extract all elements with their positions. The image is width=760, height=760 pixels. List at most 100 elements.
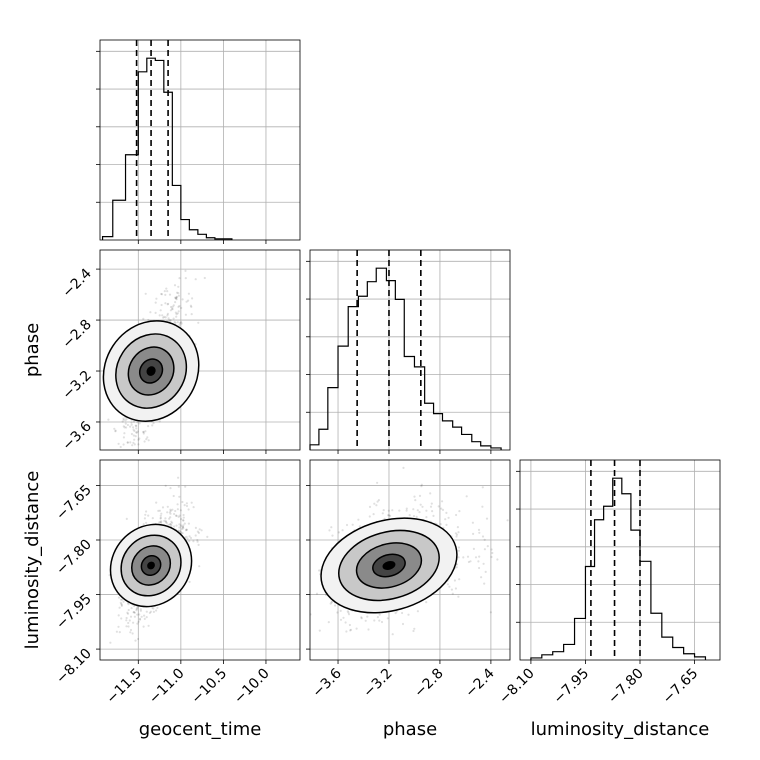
scatter-point xyxy=(139,608,142,611)
scatter-point xyxy=(135,609,138,612)
scatter-point xyxy=(184,313,187,316)
panel-frame xyxy=(99,249,301,451)
scatter-point xyxy=(160,303,163,307)
scatter-point xyxy=(143,617,146,621)
x-axis-label-geocent_time: geocent_time xyxy=(139,719,262,740)
scatter-point xyxy=(169,523,172,526)
scatter-point xyxy=(168,517,171,520)
scatter-point xyxy=(160,512,163,515)
scatter-point xyxy=(194,278,197,281)
scatter-point xyxy=(174,514,178,517)
scatter-point xyxy=(402,466,405,469)
density-level xyxy=(146,366,156,376)
scatter-point xyxy=(173,284,177,287)
scatter-point xyxy=(181,500,184,504)
scatter-point xyxy=(178,514,181,517)
scatter-point xyxy=(164,517,167,520)
scatter-point xyxy=(117,442,120,445)
scatter-point xyxy=(125,426,128,429)
scatter-point xyxy=(155,297,158,300)
scatter-point xyxy=(414,499,417,502)
scatter-point xyxy=(349,629,352,632)
scatter-point xyxy=(206,535,209,539)
scatter-panel-geocent_time-phase xyxy=(99,249,301,476)
scatter-point xyxy=(175,313,178,316)
scatter-point xyxy=(172,304,175,307)
scatter-point xyxy=(168,293,172,296)
scatter-point xyxy=(138,422,141,425)
scatter-point xyxy=(130,450,132,452)
panel-frame xyxy=(519,459,721,661)
scatter-point xyxy=(169,309,172,312)
panel-frame xyxy=(99,39,301,241)
scatter-point xyxy=(135,431,138,434)
scatter-point xyxy=(168,319,171,322)
scatter-point xyxy=(416,610,419,613)
scatter-point xyxy=(425,509,428,512)
scatter-point xyxy=(163,519,166,523)
scatter-point xyxy=(174,301,177,304)
scatter-point xyxy=(474,556,478,559)
scatter-point xyxy=(126,611,129,614)
scatter-point xyxy=(132,426,135,429)
scatter-point xyxy=(129,615,133,618)
scatter-point xyxy=(182,519,185,522)
scatter-point xyxy=(441,508,445,511)
scatter-point xyxy=(455,566,458,569)
scatter-point xyxy=(131,444,134,447)
scatter-point xyxy=(446,583,449,586)
scatter-point xyxy=(347,613,351,616)
contour-line xyxy=(102,320,200,422)
scatter-point xyxy=(191,297,194,300)
scatter-point xyxy=(176,312,179,315)
scatter-point xyxy=(173,512,176,516)
scatter-point xyxy=(373,502,376,505)
scatter-point xyxy=(408,514,411,517)
scatter-point xyxy=(158,521,161,524)
scatter-point xyxy=(126,423,129,427)
scatter-point xyxy=(368,515,371,518)
x-tick-label: −7.65 xyxy=(660,666,702,708)
scatter-point xyxy=(157,509,160,512)
scatter-point xyxy=(190,305,193,308)
scatter-point xyxy=(132,428,135,431)
y-axis-label-phase: phase xyxy=(22,323,43,377)
scatter-point xyxy=(188,580,191,584)
scatter-point xyxy=(425,601,428,604)
scatter-point xyxy=(431,510,434,513)
scatter-point xyxy=(119,601,122,604)
scatter-point xyxy=(133,462,135,464)
scatter-point xyxy=(143,474,145,476)
scatter-point xyxy=(147,425,150,428)
scatter-point xyxy=(336,611,339,614)
scatter-point xyxy=(171,508,174,511)
scatter-point xyxy=(194,526,197,530)
scatter-point xyxy=(480,576,483,579)
hist-panel-geocent_time xyxy=(96,39,301,241)
scatter-point xyxy=(432,514,435,518)
scatter-point xyxy=(185,535,188,538)
scatter-point xyxy=(142,317,145,320)
scatter-point xyxy=(376,500,379,503)
scatter-point xyxy=(144,430,147,433)
scatter-point xyxy=(378,613,381,616)
scatter-point xyxy=(425,516,428,519)
scatter-point xyxy=(178,277,181,280)
scatter-point xyxy=(131,632,134,635)
scatter-point xyxy=(190,501,193,504)
scatter-point xyxy=(177,529,180,532)
scatter-point xyxy=(197,321,200,324)
scatter-point xyxy=(127,625,130,628)
scatter-point xyxy=(184,485,187,488)
scatter-point xyxy=(180,322,183,325)
scatter-point xyxy=(465,495,468,498)
scatter-point xyxy=(137,443,140,446)
scatter-point xyxy=(135,607,138,611)
scatter-point xyxy=(405,509,408,512)
scatter-point xyxy=(115,466,117,468)
x-tick-label: −2.8 xyxy=(411,666,446,701)
scatter-point xyxy=(159,517,162,520)
scatter-point xyxy=(429,492,432,495)
scatter-point xyxy=(440,507,443,510)
scatter-point xyxy=(109,641,112,644)
